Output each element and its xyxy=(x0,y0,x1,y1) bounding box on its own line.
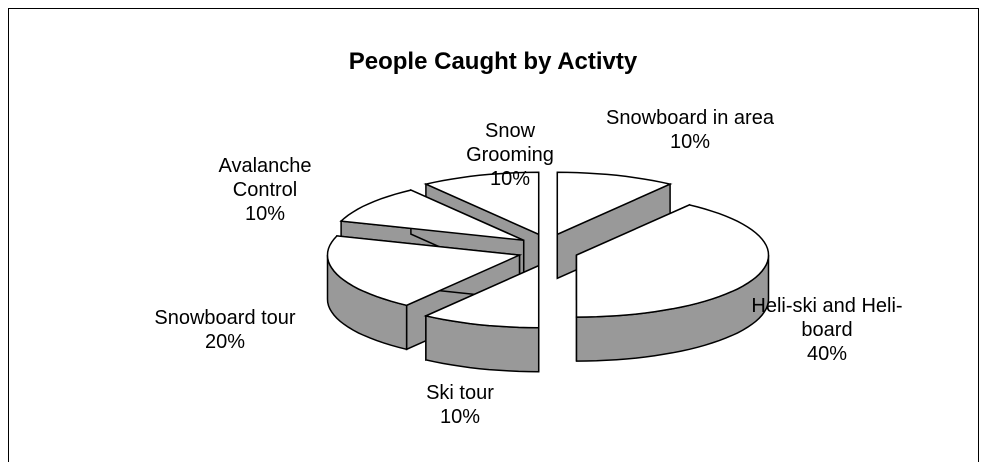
slice-label: Snowboard in area 10% xyxy=(590,106,790,154)
category-label: Heli-ski and Heli-board xyxy=(751,295,903,341)
chart-title: People Caught by Activty xyxy=(348,48,638,75)
slice-label: Ski tour 10% xyxy=(390,381,530,429)
slice xyxy=(575,204,770,318)
value-label: 10% xyxy=(489,168,531,190)
slice xyxy=(339,189,525,242)
slice xyxy=(326,235,523,307)
slice xyxy=(423,171,540,236)
slice-label: Snowboard tour 20% xyxy=(125,306,325,354)
category-label: Ski tour xyxy=(426,382,494,404)
slice xyxy=(423,264,540,329)
slice-label: Snow Grooming 10% xyxy=(440,119,580,191)
slice xyxy=(556,171,673,236)
category-label: Snowboard in area xyxy=(606,107,774,129)
category-label: Snow Grooming xyxy=(466,120,554,166)
category-label: Avalanche Control xyxy=(218,155,312,201)
chart-frame xyxy=(8,8,979,462)
value-label: 10% xyxy=(439,406,481,428)
slice-label: Heli-ski and Heli-board 40% xyxy=(747,294,907,366)
value-label: 20% xyxy=(204,331,246,353)
slice-label: Avalanche Control 10% xyxy=(195,154,335,226)
value-label: 40% xyxy=(806,343,848,365)
value-label: 10% xyxy=(244,203,286,225)
category-label: Snowboard tour xyxy=(154,307,296,329)
value-label: 10% xyxy=(669,131,711,153)
